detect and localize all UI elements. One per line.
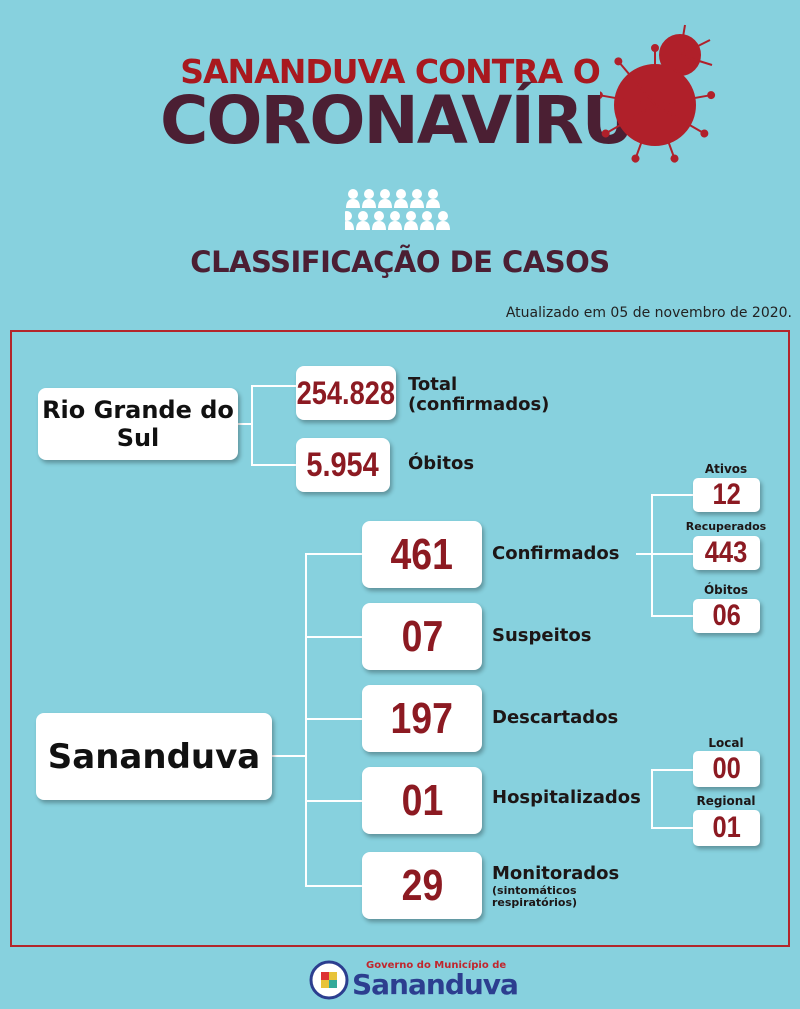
- city-deaths-label: Óbitos: [703, 583, 749, 597]
- active-label: Ativos: [704, 462, 748, 476]
- footer-line-2: Sananduva: [352, 968, 519, 1001]
- local-label: Local: [708, 736, 744, 750]
- city-deaths-box: 06: [693, 599, 760, 633]
- suspected-label: Suspeitos: [492, 625, 592, 646]
- active-box: 12: [693, 478, 760, 512]
- subtitle: CLASSIFICAÇÃO DE CASOS: [190, 245, 610, 279]
- state-total-label: Total (confirmados): [408, 375, 549, 415]
- city-deaths-value: 06: [712, 599, 741, 632]
- recovered-value: 443: [705, 536, 748, 569]
- regional-box: 01: [693, 810, 760, 846]
- regional-value: 01: [712, 811, 741, 844]
- recovered-box: 443: [693, 536, 760, 570]
- hospitalized-box: 01: [362, 767, 482, 834]
- hospitalized-value: 01: [401, 775, 443, 825]
- confirmed-label: Confirmados: [492, 543, 620, 564]
- discarded-label: Descartados: [492, 707, 619, 728]
- state-total-value: 254.828: [296, 374, 396, 411]
- monitored-label: Monitorados: [492, 863, 620, 884]
- monitored-sub-label: (sintomáticos respiratórios): [492, 884, 578, 909]
- discarded-value: 197: [390, 693, 454, 743]
- suspected-value: 07: [401, 611, 443, 661]
- monitored-box: 29: [362, 852, 482, 919]
- local-value: 00: [712, 752, 741, 785]
- title-line-1: SANANDUVA CONTRA O: [180, 52, 601, 91]
- local-box: 00: [693, 751, 760, 787]
- confirmed-box: 461: [362, 521, 482, 588]
- confirmed-value: 461: [390, 529, 454, 579]
- virus-icon: [600, 24, 716, 164]
- regional-label: Regional: [696, 794, 756, 808]
- suspected-box: 07: [362, 603, 482, 670]
- municipal-crest-logo: [309, 960, 349, 1000]
- state-name: Rio Grande do Sul: [38, 388, 238, 460]
- state-deaths-label: Óbitos: [408, 453, 475, 474]
- title-line-2: CORONAVÍRUS: [160, 82, 681, 159]
- total-sub-label: (confirmados): [408, 394, 550, 415]
- recovered-label: Recuperados: [685, 520, 767, 533]
- discarded-box: 197: [362, 685, 482, 752]
- people-group-icon: [345, 189, 450, 230]
- active-value: 12: [712, 478, 741, 511]
- state-deaths-box: 5.954: [296, 438, 390, 492]
- updated-date: Atualizado em 05 de novembro de 2020.: [505, 305, 792, 321]
- city-name: Sananduva: [36, 713, 272, 800]
- monitored-value: 29: [401, 860, 443, 910]
- content-frame: [10, 330, 790, 947]
- footer-line-1: Governo do Município de: [366, 960, 507, 971]
- state-total-box: 254.828: [296, 366, 396, 420]
- total-label: Total: [408, 374, 458, 395]
- hospitalized-label: Hospitalizados: [492, 787, 641, 808]
- state-deaths-value: 5.954: [306, 445, 380, 484]
